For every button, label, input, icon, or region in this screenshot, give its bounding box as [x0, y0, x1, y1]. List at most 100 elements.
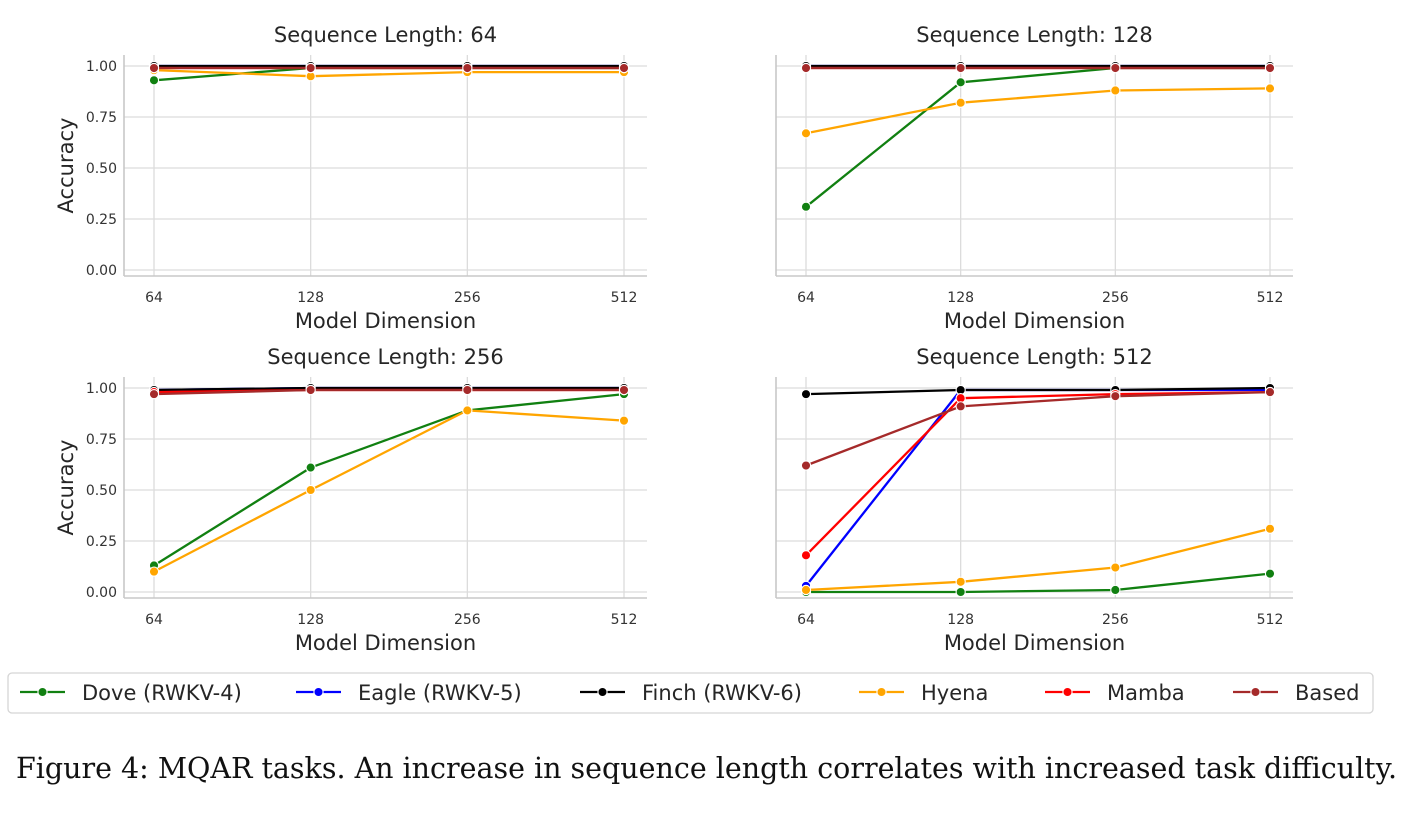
y-tick-label: 1.00	[86, 381, 117, 397]
y-tick-label: 1.00	[86, 59, 117, 75]
series-line-mamba	[805, 390, 1271, 557]
data-point-based	[148, 62, 160, 74]
data-point-hyena	[618, 415, 630, 426]
legend-label: Mamba	[1107, 681, 1185, 705]
data-point-based	[800, 460, 812, 471]
y-tick-label: 0.00	[86, 585, 117, 601]
data-point-dove	[800, 201, 812, 212]
x-axis-label: Model Dimension	[295, 309, 476, 333]
series-line-finch	[805, 386, 1271, 396]
series-line-eagle	[805, 388, 1270, 587]
legend-swatch-marker	[876, 686, 887, 698]
panel-title: Sequence Length: 128	[916, 23, 1153, 47]
data-point-finch	[800, 388, 812, 400]
series-line-dove	[806, 572, 1271, 594]
y-axis-label: Accuracy	[54, 440, 78, 536]
data-point-hyena	[955, 97, 966, 108]
data-point-based	[1110, 391, 1121, 402]
panel-3: 0.00 0.25 0.50 0.75 1.00 64 128 256 512 Sequence …	[54, 345, 647, 655]
data-point-hyena	[305, 484, 316, 496]
series-line-based	[153, 388, 624, 396]
data-point-hyena	[148, 566, 160, 577]
y-tick-label: 0.75	[86, 110, 117, 126]
data-point-based	[955, 62, 966, 74]
data-point-based	[1264, 386, 1276, 398]
data-point-dove	[305, 462, 316, 473]
x-tick-label: 128	[297, 612, 324, 628]
data-point-based	[148, 388, 160, 400]
legend-swatch-marker	[1062, 686, 1073, 698]
x-tick-label: 256	[454, 612, 481, 628]
data-point-hyena	[1110, 562, 1121, 573]
x-tick-label: 64	[145, 290, 163, 306]
series-line-hyena	[153, 68, 624, 78]
legend-swatch-marker	[597, 686, 608, 698]
x-tick-label: 512	[1257, 612, 1284, 628]
x-tick-label: 64	[797, 612, 815, 628]
data-point-based	[305, 384, 316, 396]
data-point-based	[462, 384, 473, 396]
y-tick-label: 0.25	[86, 534, 117, 550]
legend-swatch-marker	[37, 686, 48, 698]
x-tick-label: 128	[947, 612, 974, 628]
legend-label: Based	[1295, 681, 1359, 705]
data-point-mamba	[800, 550, 812, 561]
legend-swatch-marker	[1250, 686, 1261, 698]
y-tick-label: 0.50	[86, 483, 117, 499]
x-tick-label: 64	[797, 290, 815, 306]
data-point-dove	[1110, 584, 1121, 596]
data-point-hyena	[955, 576, 966, 587]
y-axis-label: Accuracy	[54, 118, 78, 214]
legend-label: Finch (RWKV-6)	[642, 681, 802, 705]
series-line-finch	[153, 386, 624, 392]
data-point-based	[618, 62, 630, 74]
data-point-hyena	[800, 128, 812, 139]
y-tick-label: 0.00	[86, 263, 117, 279]
data-point-based	[1110, 62, 1121, 74]
x-axis-label: Model Dimension	[944, 631, 1125, 655]
x-tick-label: 512	[611, 290, 638, 306]
series-line-hyena	[805, 527, 1271, 592]
data-point-based	[462, 62, 473, 74]
x-tick-label: 256	[454, 290, 481, 306]
data-point-hyena	[1264, 83, 1276, 94]
legend-label: Dove (RWKV-4)	[82, 681, 242, 705]
legend: Dove (RWKV-4) Eagle (RWKV-5) Finch (RWKV-6…	[7, 672, 1374, 714]
y-tick-label: 0.50	[86, 161, 117, 177]
legend-label: Hyena	[921, 681, 988, 705]
series-line-hyena	[805, 87, 1271, 135]
panel-title: Sequence Length: 256	[267, 345, 504, 369]
series-line-hyena	[153, 409, 625, 573]
x-tick-label: 512	[611, 612, 638, 628]
x-tick-label: 512	[1257, 290, 1284, 306]
panels: 0.00 0.25 0.50 0.75 1.00 64 128 256 512 Sequence …	[54, 23, 1293, 655]
data-point-based	[1264, 62, 1276, 74]
series-line-dove	[153, 392, 625, 567]
data-point-based	[955, 401, 966, 412]
data-point-dove	[148, 75, 160, 86]
figure-caption: Figure 4: MQAR tasks. An increase in seq…	[16, 752, 1398, 785]
panel-title: Sequence Length: 512	[916, 345, 1153, 369]
panel-title: Sequence Length: 64	[274, 23, 497, 47]
x-tick-label: 128	[297, 290, 324, 306]
legend-frame	[7, 672, 1374, 714]
data-point-dove	[1264, 568, 1276, 579]
y-tick-label: 0.75	[86, 432, 117, 448]
data-point-dove	[955, 586, 966, 598]
data-point-hyena	[1264, 523, 1276, 534]
x-tick-label: 256	[1102, 612, 1129, 628]
data-point-hyena	[800, 584, 812, 596]
data-point-hyena	[1110, 85, 1121, 96]
data-point-based	[800, 62, 812, 74]
data-point-hyena	[462, 405, 473, 416]
panel-1: 0.00 0.25 0.50 0.75 1.00 64 128 256 512 Sequence …	[54, 23, 647, 333]
legend-swatch-marker	[313, 686, 324, 698]
x-tick-label: 128	[947, 290, 974, 306]
legend-label: Eagle (RWKV-5)	[358, 681, 522, 705]
data-point-based	[305, 62, 316, 74]
panel-4: 64 128 256 512 Sequence Length: 512 Model Dim…	[775, 345, 1293, 655]
data-point-based	[618, 384, 630, 396]
series-line-based	[805, 390, 1271, 467]
data-point-dove	[955, 77, 966, 88]
